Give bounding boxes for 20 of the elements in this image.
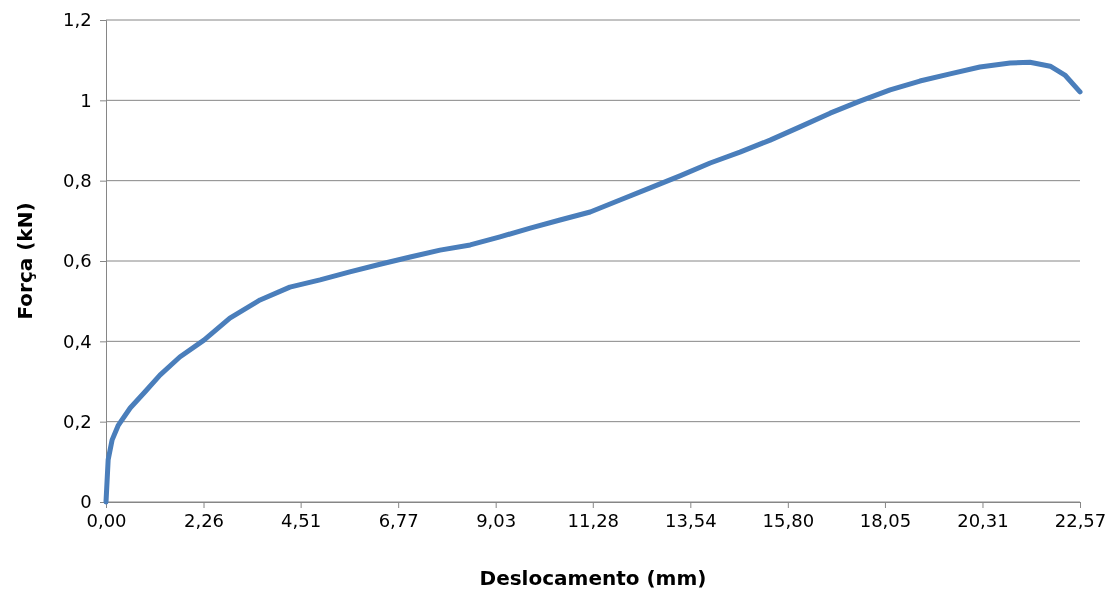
y-tick-label: 1 [80, 89, 92, 111]
x-tick-label: 22,57 [1054, 510, 1107, 532]
y-tick-label: 0,2 [62, 410, 92, 432]
x-tick-label: 18,05 [859, 510, 912, 532]
x-tick-label: 2,26 [183, 510, 225, 532]
y-tick-label: 0,8 [62, 169, 92, 191]
x-tick-label: 15,80 [762, 510, 815, 532]
x-tick-label: 4,51 [281, 510, 322, 532]
x-tick-label: 0,00 [86, 510, 127, 532]
y-axis-title: Força (kN) [13, 202, 37, 320]
x-tick-label: 13,54 [665, 510, 717, 532]
x-tick-label: 11,28 [567, 510, 620, 532]
y-tick-label: 0 [80, 491, 92, 513]
y-tick-label: 0,4 [62, 330, 92, 352]
x-tick-label: 9,03 [476, 510, 517, 532]
x-axis-title: Deslocamento (mm) [479, 566, 707, 590]
y-tick-label: 0,6 [62, 250, 92, 272]
x-tick-label: 6,77 [378, 510, 419, 532]
y-tick-label: 1,2 [62, 9, 92, 31]
x-tick-label: 20,31 [957, 510, 1009, 532]
